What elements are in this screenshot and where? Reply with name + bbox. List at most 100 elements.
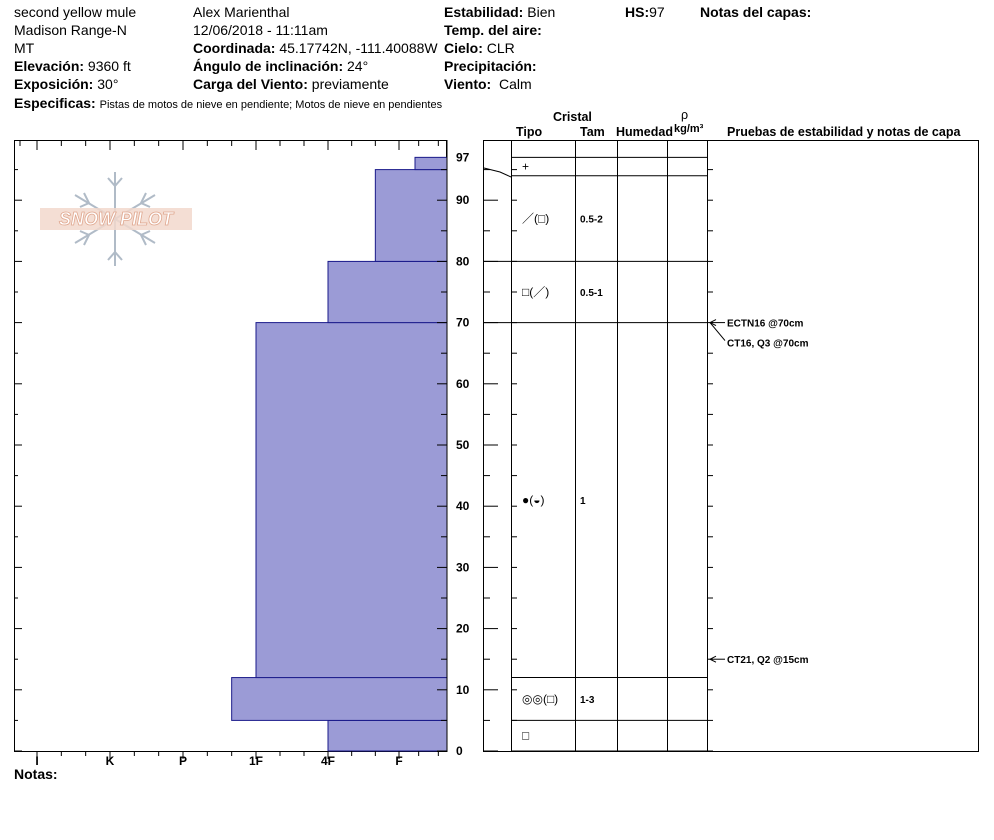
height-label-50: 50 bbox=[456, 438, 470, 452]
crystal-type-0: + bbox=[522, 160, 529, 174]
sky-row: Cielo: CLR bbox=[444, 40, 515, 56]
wind-load-row: Carga del Viento: previamente bbox=[193, 76, 389, 92]
sky-label: Cielo: bbox=[444, 40, 483, 56]
density-unit-header: kg/m³ bbox=[674, 123, 704, 135]
specifics-row: Especificas: Pistas de motos de nieve en… bbox=[14, 95, 442, 113]
notes-label: Notas: bbox=[14, 766, 58, 782]
crystal-table-rows bbox=[483, 156, 707, 752]
height-label-80: 80 bbox=[456, 254, 470, 268]
hardness-bar-0 bbox=[327, 719, 448, 752]
hardness-label-1F: 1F bbox=[249, 754, 263, 768]
air-temp-label: Temp. del aire: bbox=[444, 22, 542, 38]
sky-value: CLR bbox=[486, 40, 515, 56]
rho-header: ρ bbox=[681, 108, 689, 122]
precip-label: Precipitación: bbox=[444, 58, 537, 74]
elevation-label: Elevación: bbox=[14, 58, 85, 74]
incline-value: 24° bbox=[347, 58, 369, 74]
height-label-40: 40 bbox=[456, 499, 470, 513]
hardness-bars bbox=[231, 156, 448, 752]
incline-row: Ángulo de inclinación: 24° bbox=[193, 58, 368, 74]
crystal-type-4: ◎◎(□) bbox=[522, 692, 558, 706]
site-range: Madison Range-N bbox=[14, 22, 127, 38]
logo-text: SNOW PILOT bbox=[59, 209, 175, 229]
incline-label: Ángulo de inclinación: bbox=[193, 58, 344, 74]
wind-row: Viento: Calm bbox=[444, 76, 532, 92]
height-label-0: 0 bbox=[456, 744, 463, 758]
height-label-20: 20 bbox=[456, 622, 470, 636]
wind-load-label: Carga del Viento: bbox=[193, 76, 308, 92]
hardness-top-ticks bbox=[19, 140, 439, 150]
site-state: MT bbox=[14, 40, 35, 56]
tipo-header: Tipo bbox=[516, 125, 543, 139]
hardness-label-K: K bbox=[106, 754, 115, 768]
height-left-ticks bbox=[14, 169, 22, 752]
wind-value: Calm bbox=[498, 76, 532, 92]
snowpilot-logo: SNOW PILOT bbox=[40, 172, 192, 266]
crystal-size-4: 1-3 bbox=[580, 695, 595, 706]
tam-header: Tam bbox=[580, 125, 605, 139]
coordinate-label: Coordinada: bbox=[193, 40, 276, 56]
aspect-label: Exposición: bbox=[14, 76, 94, 92]
hardness-label-4F: 4F bbox=[321, 754, 335, 768]
specifics-value: Pistas de motos de nieve en pendiente; M… bbox=[99, 99, 443, 111]
height-label-60: 60 bbox=[456, 377, 470, 391]
hardness-label-F: F bbox=[395, 754, 402, 768]
coordinate-row: Coordinada: 45.17742N, -111.40088W bbox=[193, 40, 438, 56]
precip-row: Precipitación: bbox=[444, 58, 537, 74]
height-label-hs: 97 bbox=[456, 150, 470, 164]
hardness-bar-2 bbox=[255, 322, 448, 679]
crystal-size-2: 0.5-1 bbox=[580, 288, 603, 299]
test-label-0: ECTN16 @70cm bbox=[727, 319, 804, 330]
wind-label: Viento: bbox=[444, 76, 492, 92]
crystal-cells: + ／(□) 0.5-2 □(／) 0.5-1 ●(◒) 1 ◎◎(□) 1-3 □ bbox=[522, 160, 603, 743]
test-pointer-1 bbox=[709, 322, 726, 341]
hs-row: HS:97 bbox=[625, 4, 665, 20]
stability-label: Estabilidad: bbox=[444, 4, 524, 20]
hardness-bar-1 bbox=[231, 677, 448, 721]
layer-notes-label: Notas del capas: bbox=[700, 4, 812, 20]
test-label-1: CT16, Q3 @70cm bbox=[727, 339, 809, 350]
height-axis: 0 10 20 30 40 50 60 70 80 90 97 bbox=[437, 150, 470, 758]
observation-datetime: 12/06/2018 - 11:11am bbox=[193, 22, 328, 38]
elevation-value: 9360 ft bbox=[87, 58, 131, 74]
height-label-70: 70 bbox=[456, 316, 470, 330]
elevation-row: Elevación: 9360 ft bbox=[14, 58, 131, 74]
site-name: second yellow mule bbox=[14, 4, 137, 20]
crystal-type-5: □ bbox=[522, 729, 529, 743]
tests-header: Pruebas de estabilidad y notas de capa bbox=[727, 125, 961, 139]
specifics-label: Especificas: bbox=[14, 95, 96, 111]
aspect-value: 30° bbox=[97, 76, 119, 92]
hs-label: HS: bbox=[625, 4, 650, 20]
hardness-axis: I K P 1F 4F F bbox=[35, 751, 439, 768]
cristal-header: Cristal bbox=[553, 110, 592, 124]
humedad-header: Humedad bbox=[616, 125, 673, 139]
stability-row: Estabilidad: Bien bbox=[444, 4, 555, 20]
hardness-label-P: P bbox=[179, 754, 187, 768]
stability-tests: ECTN16 @70cm CT16, Q3 @70cm CT21, Q2 @15cm bbox=[708, 319, 809, 666]
table-ticks bbox=[484, 169, 713, 752]
crystal-type-3: ●(◒) bbox=[522, 493, 545, 507]
observer-name: Alex Marienthal bbox=[193, 4, 290, 20]
test-label-2: CT21, Q2 @15cm bbox=[727, 655, 809, 666]
height-label-30: 30 bbox=[456, 560, 470, 574]
crystal-type-2: □(／) bbox=[522, 285, 549, 299]
height-label-90: 90 bbox=[456, 193, 470, 207]
hardness-bar-5 bbox=[414, 156, 448, 171]
hardness-bar-3 bbox=[327, 260, 448, 324]
hs-value: 97 bbox=[649, 4, 665, 20]
height-label-10: 10 bbox=[456, 683, 470, 697]
crystal-table-frame bbox=[483, 140, 979, 752]
coordinate-value: 45.17742N, -111.40088W bbox=[279, 40, 438, 56]
aspect-row: Exposición: 30° bbox=[14, 76, 118, 92]
test-arrow-2 bbox=[708, 655, 717, 663]
crystal-size-3: 1 bbox=[580, 496, 586, 507]
logo-banner bbox=[40, 208, 192, 230]
hardness-label-I: I bbox=[35, 754, 38, 768]
crystal-type-1: ／(□) bbox=[522, 212, 549, 226]
wind-load-value: previamente bbox=[311, 76, 389, 92]
hardness-bar-4 bbox=[374, 169, 448, 262]
air-temp-row: Temp. del aire: bbox=[444, 22, 542, 38]
crystal-size-1: 0.5-2 bbox=[580, 215, 603, 226]
stability-value: Bien bbox=[527, 4, 556, 20]
